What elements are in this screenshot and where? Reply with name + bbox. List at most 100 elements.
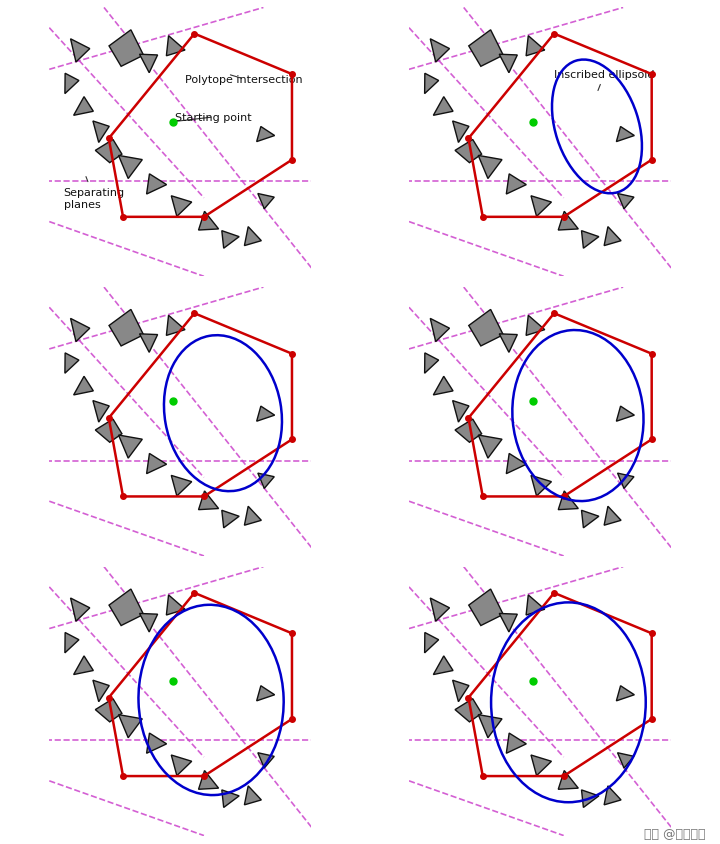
Polygon shape	[140, 614, 158, 632]
Polygon shape	[166, 595, 185, 615]
Polygon shape	[425, 74, 438, 95]
Polygon shape	[93, 122, 109, 143]
Polygon shape	[526, 36, 545, 57]
Polygon shape	[531, 197, 552, 217]
Polygon shape	[616, 407, 634, 422]
Polygon shape	[65, 633, 79, 653]
Polygon shape	[506, 454, 526, 474]
Polygon shape	[147, 733, 166, 754]
Polygon shape	[73, 656, 94, 674]
Polygon shape	[425, 354, 438, 374]
Polygon shape	[478, 156, 502, 179]
Polygon shape	[455, 699, 482, 722]
Polygon shape	[256, 686, 274, 701]
Polygon shape	[95, 419, 122, 443]
Polygon shape	[199, 212, 219, 230]
Polygon shape	[119, 436, 143, 458]
Polygon shape	[499, 334, 518, 353]
Polygon shape	[73, 98, 94, 116]
Polygon shape	[618, 753, 634, 768]
Polygon shape	[478, 715, 502, 738]
Polygon shape	[618, 473, 634, 489]
Polygon shape	[71, 319, 90, 342]
Polygon shape	[119, 156, 143, 179]
Polygon shape	[147, 175, 166, 195]
Polygon shape	[558, 771, 578, 789]
Polygon shape	[95, 699, 122, 722]
Polygon shape	[453, 122, 469, 143]
Text: Polytope intersection: Polytope intersection	[185, 75, 302, 84]
Polygon shape	[244, 786, 261, 805]
Polygon shape	[147, 454, 166, 474]
Polygon shape	[455, 419, 482, 443]
Polygon shape	[258, 194, 274, 209]
Polygon shape	[478, 436, 502, 458]
Polygon shape	[222, 790, 239, 808]
Polygon shape	[140, 334, 158, 353]
Polygon shape	[469, 589, 503, 625]
Polygon shape	[65, 354, 79, 374]
Polygon shape	[222, 511, 239, 528]
Polygon shape	[71, 598, 90, 621]
Polygon shape	[425, 633, 438, 653]
Polygon shape	[616, 127, 634, 143]
Polygon shape	[433, 656, 453, 674]
Polygon shape	[531, 476, 552, 496]
Polygon shape	[109, 589, 143, 625]
Polygon shape	[469, 310, 503, 347]
Polygon shape	[166, 36, 185, 57]
Polygon shape	[453, 680, 469, 702]
Polygon shape	[526, 316, 545, 336]
Polygon shape	[604, 227, 621, 246]
Polygon shape	[604, 786, 621, 805]
Polygon shape	[71, 40, 90, 63]
Polygon shape	[140, 55, 158, 73]
Polygon shape	[171, 755, 192, 776]
Polygon shape	[256, 127, 274, 143]
Polygon shape	[499, 55, 518, 73]
Polygon shape	[109, 30, 143, 68]
Polygon shape	[526, 595, 545, 615]
Polygon shape	[582, 231, 599, 249]
Polygon shape	[95, 140, 122, 164]
Polygon shape	[258, 473, 274, 489]
Polygon shape	[506, 733, 526, 754]
Polygon shape	[171, 197, 192, 217]
Polygon shape	[582, 790, 599, 808]
Polygon shape	[499, 614, 518, 632]
Polygon shape	[258, 753, 274, 768]
Polygon shape	[199, 771, 219, 789]
Polygon shape	[558, 491, 578, 510]
Polygon shape	[433, 98, 453, 116]
Text: Separating
planes: Separating planes	[63, 177, 125, 209]
Polygon shape	[65, 74, 79, 95]
Polygon shape	[455, 140, 482, 164]
Polygon shape	[469, 30, 503, 68]
Polygon shape	[171, 476, 192, 496]
Polygon shape	[73, 376, 94, 396]
Polygon shape	[244, 506, 261, 526]
Text: Starting point: Starting point	[176, 113, 252, 122]
Polygon shape	[558, 212, 578, 230]
Polygon shape	[431, 598, 449, 621]
Polygon shape	[199, 491, 219, 510]
Text: Inscribed ellipsoid: Inscribed ellipsoid	[554, 70, 654, 91]
Polygon shape	[166, 316, 185, 336]
Polygon shape	[256, 407, 274, 422]
Polygon shape	[604, 506, 621, 526]
Polygon shape	[109, 310, 143, 347]
Polygon shape	[431, 40, 449, 63]
Polygon shape	[453, 401, 469, 423]
Polygon shape	[222, 231, 239, 249]
Polygon shape	[244, 227, 261, 246]
Polygon shape	[93, 401, 109, 423]
Polygon shape	[119, 715, 143, 738]
Polygon shape	[582, 511, 599, 528]
Polygon shape	[531, 755, 552, 776]
Text: 知乎 @远洋之帆: 知乎 @远洋之帆	[644, 827, 706, 840]
Polygon shape	[506, 175, 526, 195]
Polygon shape	[433, 376, 453, 396]
Polygon shape	[618, 194, 634, 209]
Polygon shape	[616, 686, 634, 701]
Polygon shape	[93, 680, 109, 702]
